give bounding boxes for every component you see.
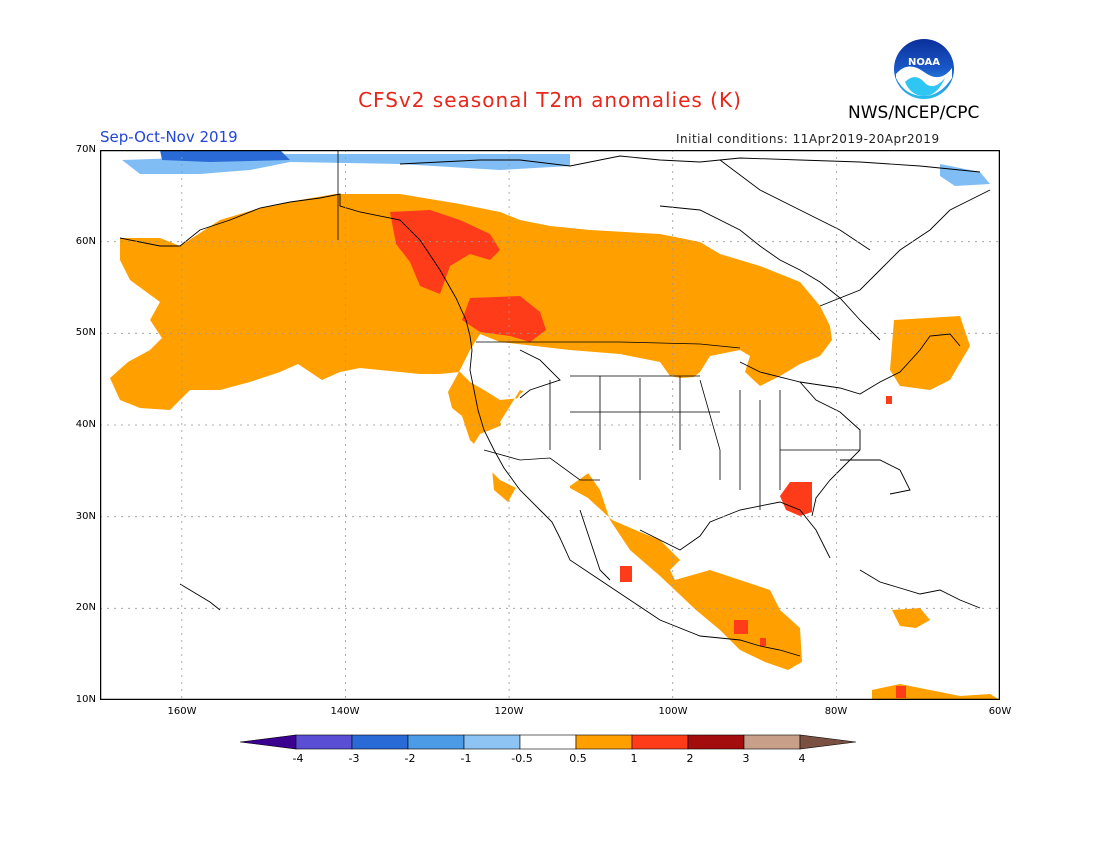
colorbar <box>240 734 857 750</box>
colorbar-tick: 4 <box>798 752 806 765</box>
colorbar-box <box>295 734 353 750</box>
colorbar-box <box>575 734 633 750</box>
lat-label: 70N <box>75 144 96 155</box>
colorbar-tick: -4 <box>292 752 304 765</box>
colorbar-box <box>463 734 521 750</box>
map-frame <box>100 150 1000 700</box>
colorbar-box <box>743 734 801 750</box>
colorbar-tick: 2 <box>686 752 694 765</box>
lat-label: 10N <box>75 694 96 705</box>
colorbar-tick: -0.5 <box>511 752 533 765</box>
colorbar-tick: 3 <box>742 752 750 765</box>
colorbar-tick: -3 <box>348 752 360 765</box>
lat-label: 30N <box>75 511 96 522</box>
lon-label: 60W <box>988 706 1012 717</box>
lon-label: 100W <box>658 706 688 717</box>
colorbar-box <box>351 734 409 750</box>
lon-label: 120W <box>494 706 524 717</box>
colorbar-tick: -2 <box>404 752 416 765</box>
colorbar-arrow-right <box>799 734 857 750</box>
lat-label: 40N <box>75 419 96 430</box>
coastlines <box>119 155 991 657</box>
borders <box>337 150 860 510</box>
map-plot <box>100 150 1000 700</box>
colorbar-tick: 1 <box>630 752 638 765</box>
colorbar-tick: 0.5 <box>569 752 587 765</box>
colorbar-box <box>407 734 465 750</box>
lat-label: 20N <box>75 602 96 613</box>
graticule <box>100 150 1000 700</box>
lon-label: 140W <box>330 706 360 717</box>
logo-text: NOAA <box>908 57 940 68</box>
season-label: Sep-Oct-Nov 2019 <box>100 128 238 146</box>
colorbar-boxes <box>240 734 857 750</box>
map-title: CFSv2 seasonal T2m anomalies (K) <box>358 88 742 112</box>
colorbar-arrow-left <box>240 734 297 750</box>
agency-label: NWS/NCEP/CPC <box>848 103 980 123</box>
colorbar-tick: -1 <box>460 752 472 765</box>
colorbar-box <box>631 734 689 750</box>
colorbar-box <box>519 734 577 750</box>
lon-label: 160W <box>167 706 197 717</box>
initial-conditions-label: Initial conditions: 11Apr2019-20Apr2019 <box>676 132 940 146</box>
noaa-logo: NOAA <box>894 39 954 99</box>
lat-label: 50N <box>75 327 96 338</box>
lat-label: 60N <box>75 236 96 247</box>
lon-label: 80W <box>824 706 848 717</box>
colorbar-box <box>687 734 745 750</box>
